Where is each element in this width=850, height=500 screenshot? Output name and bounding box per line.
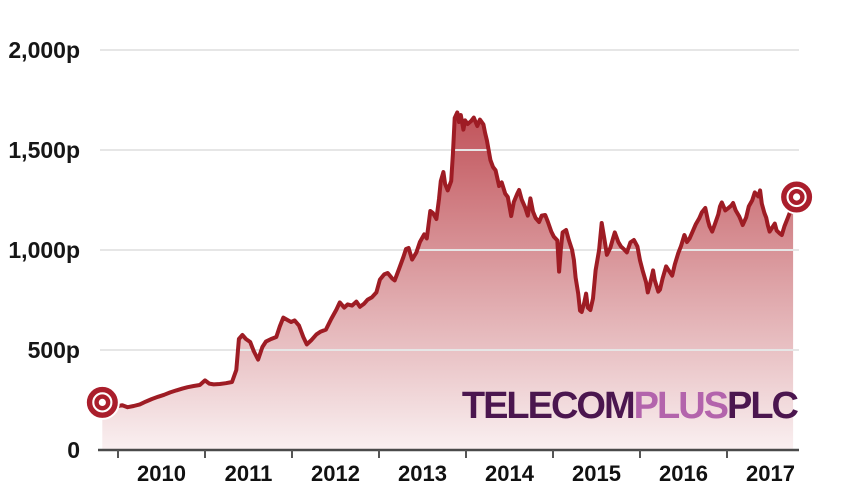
start-bullseye-icon bbox=[84, 384, 120, 420]
price-line bbox=[100, 110, 796, 410]
y-tick-label-1000: 1,000p bbox=[8, 237, 80, 263]
x-tick-label-2014: 2014 bbox=[485, 461, 535, 486]
y-tick-label-500: 500p bbox=[28, 337, 80, 363]
logo-text-plc: PLC bbox=[727, 385, 799, 427]
y-tick-label-2000: 2,000p bbox=[8, 37, 80, 63]
logo-text-plus: PLUS bbox=[633, 385, 729, 427]
telecom-plus-plc-logo: TELECOMPLUSPLC bbox=[461, 385, 799, 427]
y-tick-label-0: 0 bbox=[67, 437, 80, 463]
logo-text-telecom: TELECOM bbox=[461, 385, 636, 427]
price-line-layer bbox=[100, 110, 796, 410]
x-tick-label-2017: 2017 bbox=[746, 461, 795, 486]
start-bullseye-icon-inner-ring bbox=[94, 394, 111, 411]
x-tick-label-2010: 2010 bbox=[137, 461, 186, 486]
axis-layer bbox=[98, 448, 799, 458]
x-tick-label-2015: 2015 bbox=[572, 461, 621, 486]
axis-label-layer: 2010 2011 2012 2013 2014 2015 2016 2017 0 500p 1,0… bbox=[8, 37, 795, 486]
end-bullseye-icon-inner-ring bbox=[788, 188, 805, 205]
area-fill-layer bbox=[102, 112, 794, 451]
x-tick-label-2012: 2012 bbox=[311, 461, 360, 486]
x-tick-label-2011: 2011 bbox=[225, 461, 273, 486]
price-area-fill bbox=[102, 112, 794, 451]
y-tick-label-1500: 1,500p bbox=[8, 137, 80, 163]
x-tick-label-2016: 2016 bbox=[659, 461, 708, 486]
end-bullseye-icon bbox=[779, 179, 815, 215]
gridline-layer bbox=[100, 49, 799, 351]
marker-layer bbox=[84, 179, 815, 420]
x-tick-label-2013: 2013 bbox=[398, 461, 447, 486]
